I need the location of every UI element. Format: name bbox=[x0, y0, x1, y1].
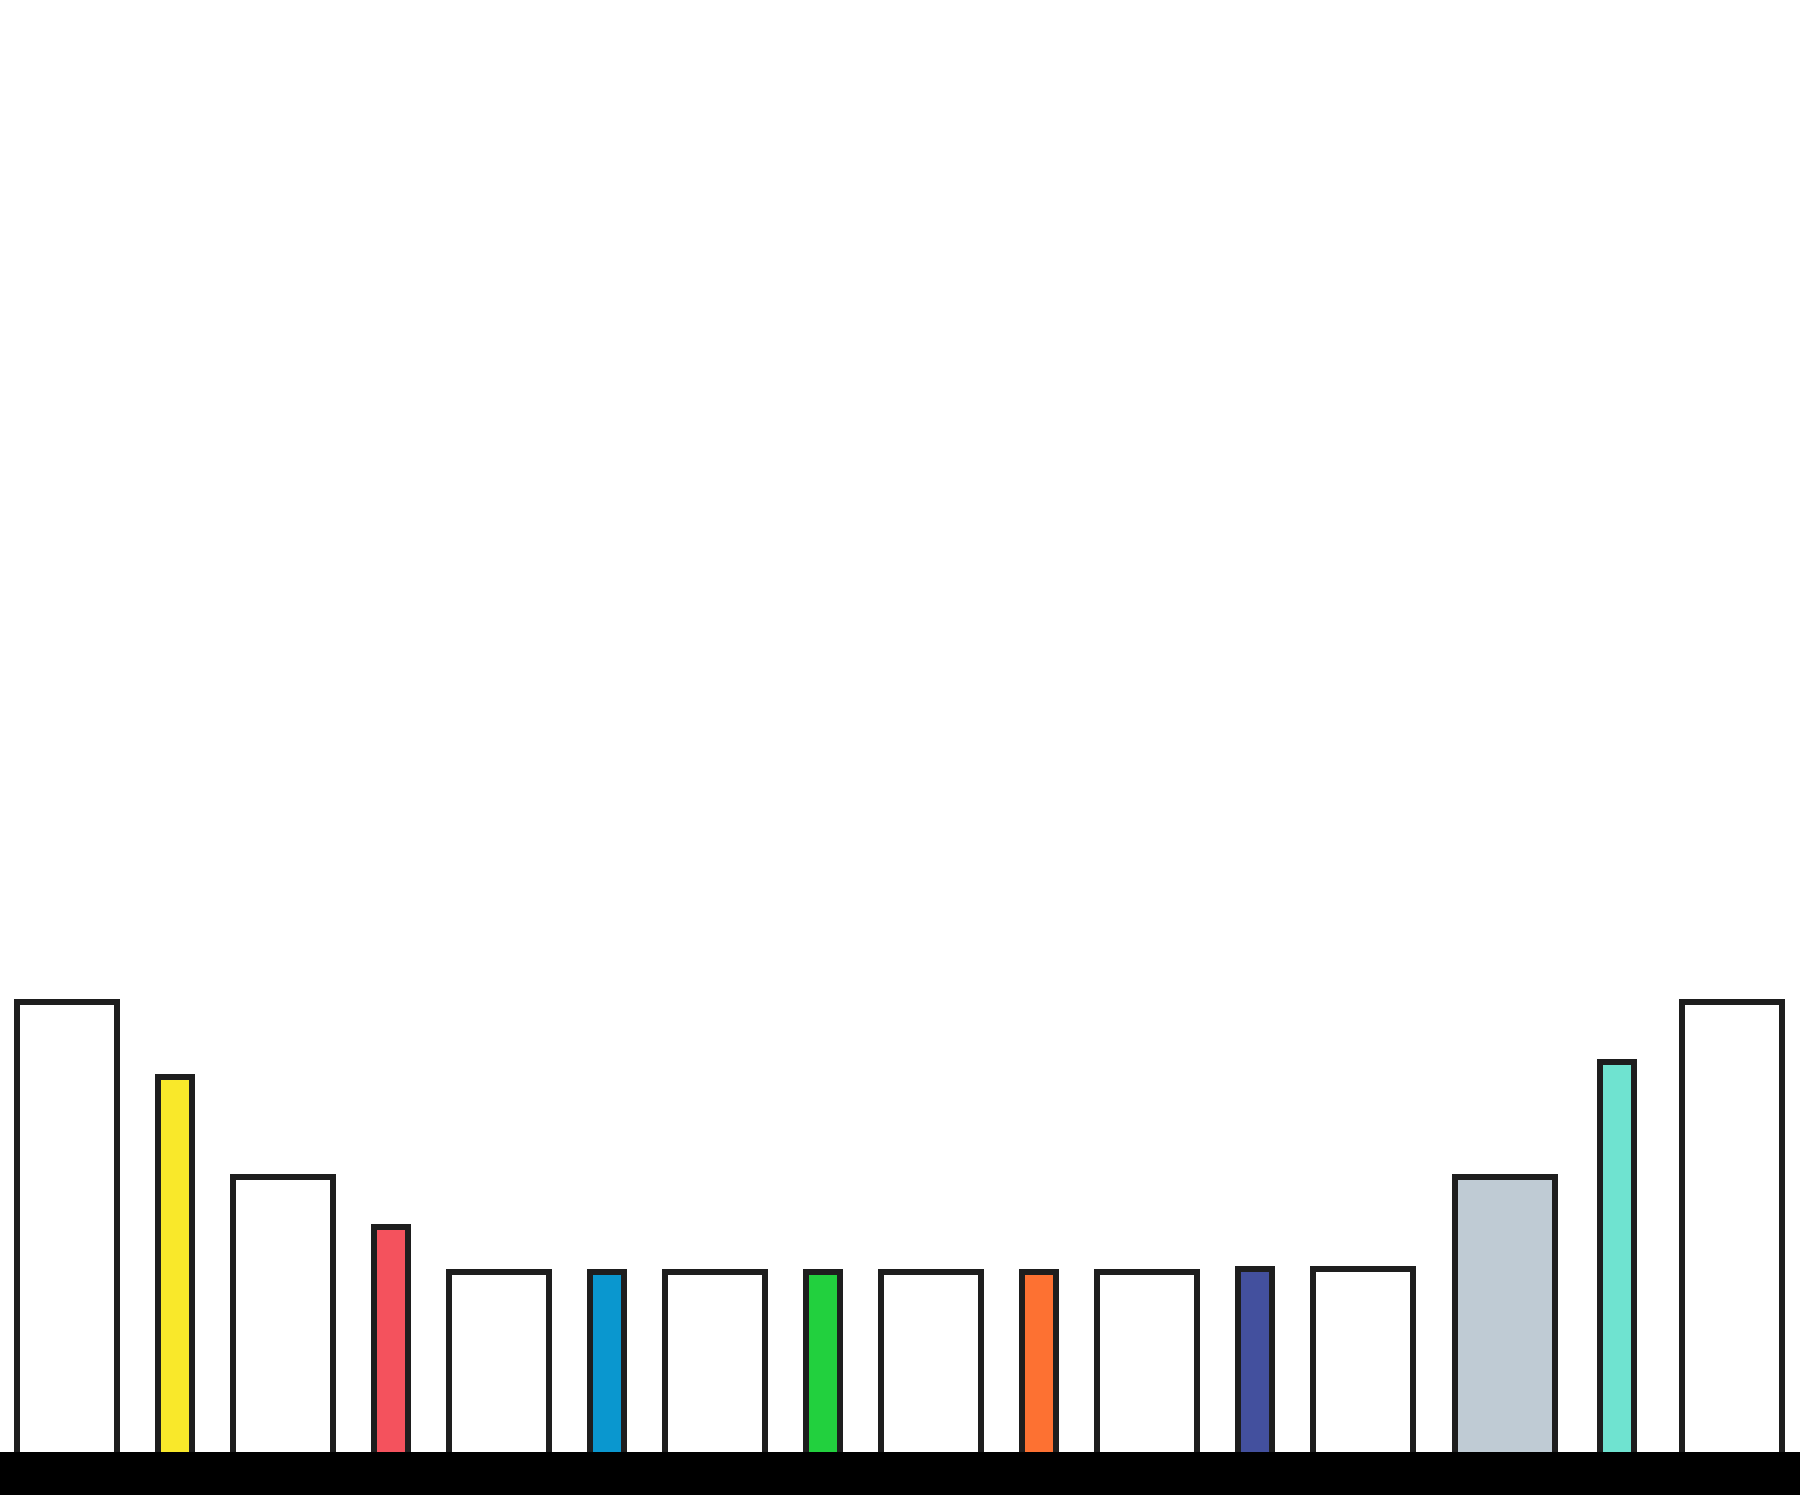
column-6[interactable] bbox=[587, 1269, 627, 1458]
column-15[interactable] bbox=[1597, 1059, 1637, 1458]
floor-bar bbox=[0, 1452, 1800, 1495]
column-8[interactable] bbox=[803, 1269, 843, 1458]
column-1[interactable] bbox=[14, 999, 120, 1458]
column-12[interactable] bbox=[1235, 1266, 1275, 1458]
column-9[interactable] bbox=[878, 1269, 984, 1458]
column-5[interactable] bbox=[446, 1269, 552, 1458]
column-7[interactable] bbox=[662, 1269, 768, 1458]
column-16[interactable] bbox=[1679, 999, 1785, 1458]
column-10[interactable] bbox=[1019, 1269, 1059, 1458]
column-4[interactable] bbox=[371, 1224, 411, 1458]
column-2[interactable] bbox=[155, 1074, 195, 1458]
column-14[interactable] bbox=[1452, 1174, 1558, 1458]
column-row bbox=[14, 999, 1785, 1458]
column-13[interactable] bbox=[1310, 1266, 1416, 1458]
column-11[interactable] bbox=[1094, 1269, 1200, 1458]
column-3[interactable] bbox=[230, 1174, 336, 1458]
